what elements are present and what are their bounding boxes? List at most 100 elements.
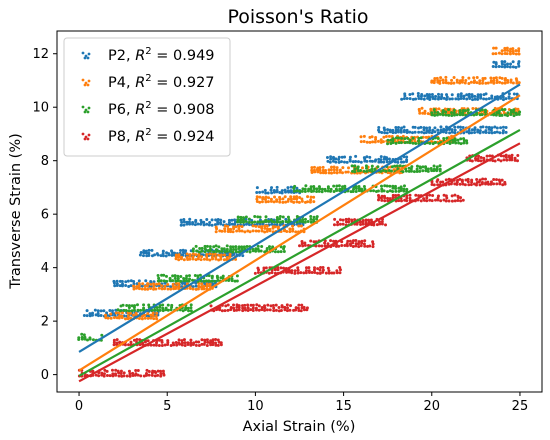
- data-point: [510, 156, 514, 160]
- data-point: [289, 189, 293, 193]
- data-point: [462, 131, 466, 135]
- data-point: [396, 160, 400, 164]
- data-point: [362, 134, 366, 138]
- data-point: [116, 369, 120, 373]
- data-point: [264, 200, 268, 204]
- data-point: [169, 287, 173, 291]
- data-point: [428, 126, 432, 130]
- data-point: [281, 197, 285, 201]
- data-point: [430, 182, 434, 186]
- data-point: [369, 218, 373, 222]
- data-point: [470, 128, 474, 132]
- data-point: [390, 165, 394, 169]
- data-point: [332, 184, 336, 188]
- data-point: [264, 218, 268, 222]
- data-point: [171, 279, 175, 283]
- data-point: [127, 369, 131, 373]
- data-point: [329, 187, 333, 191]
- data-point: [155, 305, 159, 309]
- data-point: [265, 308, 269, 312]
- data-point: [436, 183, 440, 187]
- data-point: [489, 76, 493, 80]
- data-point: [189, 306, 193, 310]
- data-point: [315, 217, 319, 221]
- data-point: [452, 113, 456, 117]
- data-point: [219, 218, 223, 222]
- data-point: [187, 309, 191, 313]
- data-point: [182, 258, 186, 262]
- data-point: [316, 271, 320, 275]
- data-point: [307, 266, 311, 270]
- data-point: [207, 274, 211, 278]
- data-point: [128, 374, 132, 378]
- fit-lines-layer: [78, 83, 521, 383]
- data-point: [295, 197, 299, 201]
- data-point: [270, 186, 274, 190]
- data-point: [249, 308, 253, 312]
- data-point: [283, 195, 287, 199]
- data-point: [244, 222, 248, 226]
- data-point: [144, 249, 148, 253]
- data-point: [278, 217, 282, 221]
- data-point: [100, 333, 104, 337]
- data-point: [465, 93, 469, 97]
- data-point: [159, 372, 163, 376]
- data-point: [150, 308, 154, 312]
- data-point: [251, 229, 255, 233]
- data-point: [381, 169, 385, 173]
- data-point: [387, 134, 391, 138]
- data-point: [484, 181, 488, 185]
- data-point: [288, 230, 292, 234]
- data-point: [391, 196, 395, 200]
- data-point: [278, 191, 282, 195]
- data-point: [331, 155, 335, 159]
- data-point: [191, 285, 195, 289]
- data-point: [239, 218, 243, 222]
- data-point: [141, 282, 145, 286]
- data-point: [119, 369, 123, 373]
- data-point: [170, 253, 174, 257]
- data-point: [414, 193, 418, 197]
- data-point: [440, 95, 444, 99]
- data-point: [493, 130, 497, 134]
- data-point: [461, 78, 464, 82]
- data-point: [452, 76, 456, 80]
- data-point: [181, 309, 185, 313]
- data-point: [264, 195, 268, 199]
- data-point: [462, 94, 466, 98]
- data-point: [173, 274, 177, 278]
- data-point: [510, 158, 514, 162]
- data-point: [151, 314, 155, 318]
- data-point: [225, 256, 229, 260]
- data-point: [309, 195, 313, 199]
- data-point: [248, 250, 252, 254]
- data-point: [450, 97, 454, 101]
- data-point: [287, 218, 291, 222]
- data-point: [279, 309, 283, 313]
- data-point: [405, 128, 409, 132]
- data-point: [430, 199, 434, 203]
- data-point: [315, 187, 319, 191]
- data-point: [398, 164, 402, 168]
- data-point: [336, 220, 340, 224]
- data-point: [249, 303, 253, 307]
- data-point: [425, 93, 429, 97]
- data-point: [269, 304, 273, 308]
- chart-title: Poisson's Ratio: [227, 6, 368, 28]
- data-point: [302, 271, 306, 275]
- data-point: [83, 335, 87, 339]
- data-point: [450, 78, 454, 82]
- data-point: [326, 159, 330, 163]
- data-point: [368, 140, 372, 144]
- data-point: [271, 303, 275, 307]
- data-point: [274, 308, 278, 312]
- data-point: [143, 287, 147, 291]
- x-tick-label: 0: [75, 399, 83, 414]
- data-point: [223, 227, 227, 231]
- data-point: [422, 126, 426, 130]
- data-point: [394, 194, 398, 198]
- data-point: [185, 274, 189, 278]
- data-point: [323, 187, 327, 191]
- data-point: [191, 247, 195, 251]
- series-P8-points: [77, 153, 520, 378]
